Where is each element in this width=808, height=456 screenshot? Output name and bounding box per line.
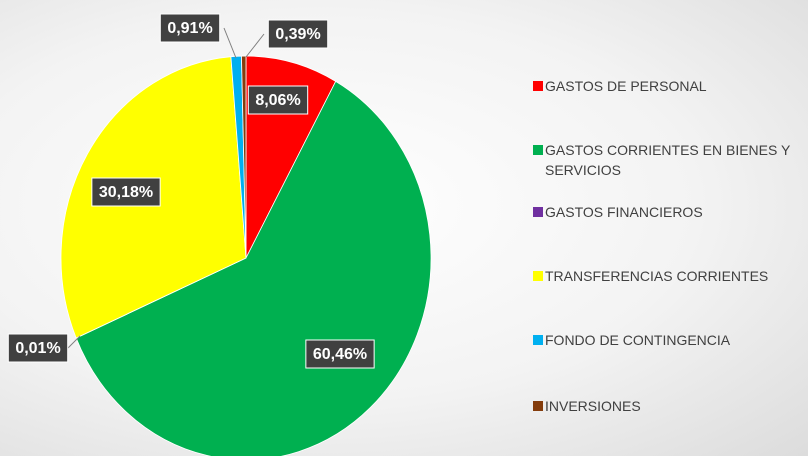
legend-item: INVERSIONES [533, 396, 808, 416]
data-label: 0,91% [159, 13, 221, 43]
legend-label: GASTOS DE PERSONAL [545, 78, 707, 94]
label-box [247, 85, 309, 115]
legend-swatch [533, 207, 543, 217]
legend-label: GASTOS CORRIENTES EN BIENES Y SERVICIOS [545, 142, 791, 178]
data-label: 8,06% [247, 85, 309, 115]
label-text: 60,46% [313, 346, 367, 363]
legend-item: GASTOS CORRIENTES EN BIENES Y SERVICIOS [533, 140, 808, 180]
legend-label: TRANSFERENCIAS CORRIENTES [545, 268, 769, 284]
legend-label: INVERSIONES [545, 398, 641, 414]
label-box [305, 339, 375, 369]
label-text: 30,18% [99, 184, 153, 201]
legend-item: TRANSFERENCIAS CORRIENTES [533, 266, 808, 286]
legend-item: GASTOS DE PERSONAL [533, 76, 808, 96]
leader-line [245, 33, 265, 58]
label-box [91, 177, 161, 207]
label-text: 0,39% [275, 26, 320, 43]
legend-label: GASTOS FINANCIEROS [545, 204, 703, 220]
data-label: 60,46% [305, 339, 375, 369]
legend-swatch [533, 335, 543, 345]
legend-swatch [533, 271, 543, 281]
label-text: 8,06% [255, 92, 300, 109]
data-label: 0,01% [7, 333, 69, 363]
label-text: 0,01% [15, 340, 60, 357]
data-label: 30,18% [91, 177, 161, 207]
legend-swatch [533, 81, 543, 91]
legend-swatch [533, 145, 543, 155]
label-box [267, 19, 329, 49]
data-label: 0,39% [267, 19, 329, 49]
legend-item: GASTOS FINANCIEROS [533, 202, 808, 222]
label-box [7, 333, 69, 363]
label-box [159, 13, 221, 43]
legend-label: FONDO DE CONTINGENCIA [545, 332, 731, 348]
pie-slice [241, 55, 247, 259]
legend-item: FONDO DE CONTINGENCIA [533, 330, 808, 350]
label-text: 0,91% [167, 20, 212, 37]
leader-line [223, 27, 237, 59]
legend-swatch [533, 401, 543, 411]
leader-line [67, 335, 81, 349]
